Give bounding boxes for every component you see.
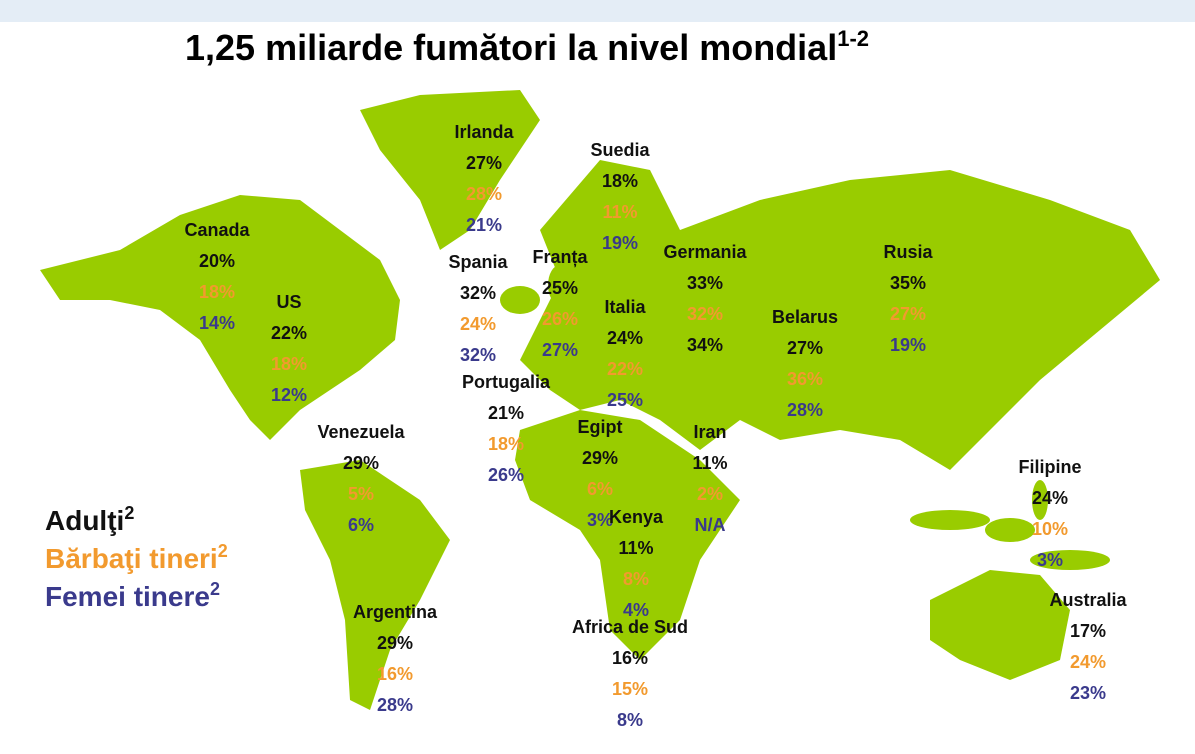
country-name: Argentina bbox=[353, 602, 438, 622]
country-name: Rusia bbox=[883, 242, 933, 262]
country-value: 28% bbox=[466, 184, 502, 204]
country-value: 28% bbox=[377, 695, 413, 715]
country-name: Portugalia bbox=[462, 372, 551, 392]
country-value: 24% bbox=[1070, 652, 1106, 672]
country-value: 18% bbox=[602, 171, 638, 191]
country-name: US bbox=[276, 292, 301, 312]
country-value: 27% bbox=[787, 338, 823, 358]
legend-entry: Femei tinere2 bbox=[45, 579, 220, 612]
country-value: 22% bbox=[271, 323, 307, 343]
country-value: 18% bbox=[271, 354, 307, 374]
country-value: 21% bbox=[488, 403, 524, 423]
country-value: N/A bbox=[695, 515, 726, 535]
country-name: Africa de Sud bbox=[572, 617, 688, 637]
country-value: 16% bbox=[612, 648, 648, 668]
country-value: 27% bbox=[542, 340, 578, 360]
country-value: 36% bbox=[787, 369, 823, 389]
legend-sup: 2 bbox=[124, 503, 134, 523]
country-name: Filipine bbox=[1019, 457, 1082, 477]
country-value: 11% bbox=[602, 202, 637, 222]
country-labels: Irlanda27%28%21%Suedia18%11%19%Canada20%… bbox=[184, 122, 1127, 730]
country-value: 35% bbox=[890, 273, 926, 293]
country-name: Irlanda bbox=[454, 122, 514, 142]
country-value: 28% bbox=[787, 400, 823, 420]
country-value: 8% bbox=[623, 569, 649, 589]
country-value: 18% bbox=[199, 282, 235, 302]
country-value: 34% bbox=[687, 335, 723, 355]
country-value: 3% bbox=[1037, 550, 1063, 570]
country-value: 32% bbox=[460, 283, 496, 303]
title: 1,25 miliarde fumători la nivel mondial1… bbox=[185, 26, 869, 68]
country-value: 25% bbox=[607, 390, 643, 410]
country-value: 26% bbox=[488, 465, 524, 485]
country-value: 19% bbox=[602, 233, 638, 253]
legend-sup: 2 bbox=[210, 579, 220, 599]
country-value: 10% bbox=[1032, 519, 1068, 539]
country-name: Australia bbox=[1049, 590, 1127, 610]
legend-entry: Adulţi2 bbox=[45, 503, 134, 536]
country-value: 11% bbox=[692, 453, 727, 473]
country-value: 6% bbox=[348, 515, 374, 535]
country-value: 24% bbox=[607, 328, 643, 348]
country-value: 24% bbox=[1032, 488, 1068, 508]
country-value: 4% bbox=[623, 600, 649, 620]
country-value: 12% bbox=[271, 385, 307, 405]
country-value: 25% bbox=[542, 278, 578, 298]
legend-label: Femei tinere bbox=[45, 581, 210, 612]
country-name: Belarus bbox=[772, 307, 838, 327]
country-name: Italia bbox=[604, 297, 646, 317]
country-value: 29% bbox=[343, 453, 379, 473]
country-value: 27% bbox=[466, 153, 502, 173]
country-value: 17% bbox=[1070, 621, 1106, 641]
country-value: 32% bbox=[687, 304, 723, 324]
world-map bbox=[40, 90, 1160, 710]
legend-entry: Bărbaţi tineri2 bbox=[45, 541, 228, 574]
country-value: 11% bbox=[618, 538, 653, 558]
country-value: 27% bbox=[890, 304, 926, 324]
country-value: 29% bbox=[377, 633, 413, 653]
top-band bbox=[0, 0, 1195, 22]
country-value: 32% bbox=[460, 345, 496, 365]
country-value: 19% bbox=[890, 335, 926, 355]
country-name: Egipt bbox=[578, 417, 623, 437]
country-name: Germania bbox=[663, 242, 747, 262]
legend-label: Adulţi bbox=[45, 505, 124, 536]
country-value: 3% bbox=[587, 510, 613, 530]
legend-label: Bărbaţi tineri bbox=[45, 543, 218, 574]
country-name: Venezuela bbox=[317, 422, 405, 442]
country-name: Suedia bbox=[590, 140, 650, 160]
title-sup: 1-2 bbox=[837, 26, 869, 51]
country-value: 21% bbox=[466, 215, 502, 235]
country-value: 14% bbox=[199, 313, 235, 333]
country-value: 22% bbox=[607, 359, 643, 379]
country-value: 8% bbox=[617, 710, 643, 730]
country-value: 29% bbox=[582, 448, 618, 468]
country-value: 24% bbox=[460, 314, 496, 334]
country-name: Franța bbox=[532, 247, 588, 267]
country-name: Iran bbox=[693, 422, 726, 442]
country-value: 23% bbox=[1070, 683, 1106, 703]
country-value: 5% bbox=[348, 484, 374, 504]
country-name: Canada bbox=[184, 220, 250, 240]
country-value: 33% bbox=[687, 273, 723, 293]
country-name: Kenya bbox=[609, 507, 664, 527]
country-name: Spania bbox=[448, 252, 508, 272]
country-value: 20% bbox=[199, 251, 235, 271]
country-value: 26% bbox=[542, 309, 578, 329]
title-text: 1,25 miliarde fumători la nivel mondial bbox=[185, 27, 837, 68]
country-value: 2% bbox=[697, 484, 723, 504]
legend-sup: 2 bbox=[218, 541, 228, 561]
country-value: 15% bbox=[612, 679, 648, 699]
country-value: 6% bbox=[587, 479, 613, 499]
country-value: 18% bbox=[488, 434, 524, 454]
country-value: 16% bbox=[377, 664, 413, 684]
